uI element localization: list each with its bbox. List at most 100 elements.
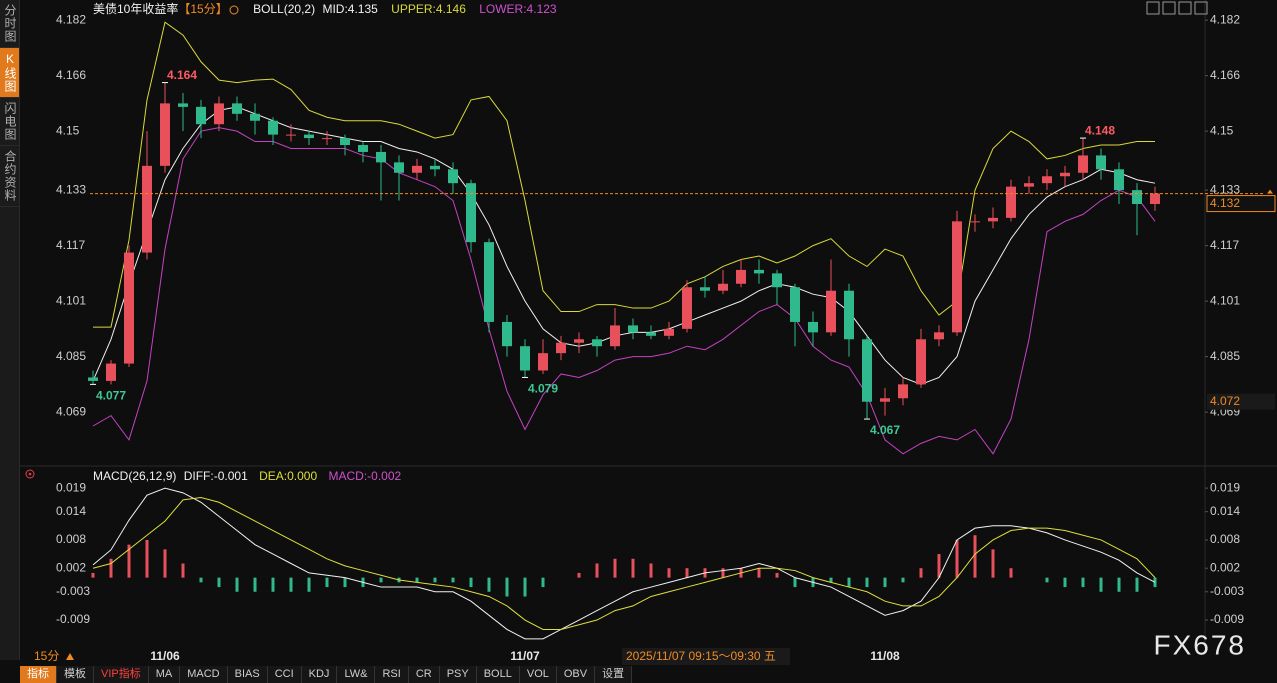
- candle-body: [916, 339, 926, 385]
- toolbar-item[interactable]: KDJ: [301, 666, 338, 683]
- macd-title: MACD(26,12,9): [93, 469, 176, 483]
- y-tick-label: 4.166: [56, 68, 86, 82]
- sidebar-tab[interactable]: 分时图: [0, 0, 19, 48]
- candle-body: [556, 342, 566, 354]
- candle-body: [502, 321, 512, 347]
- macd-bar: [253, 577, 257, 592]
- upper-label: UPPER:4.146: [391, 2, 466, 16]
- toolbar-item[interactable]: VIP指标: [94, 666, 149, 683]
- boll-line: [93, 21, 1155, 328]
- macd-bar: [523, 577, 527, 597]
- toolbar-item[interactable]: 模板: [57, 666, 94, 683]
- sidebar-tab[interactable]: K线图: [0, 48, 19, 98]
- candle-body: [448, 169, 458, 184]
- y-tick-label: 4.133: [56, 182, 86, 196]
- y-tick-label: 0.002: [1210, 560, 1240, 574]
- macd-bar: [883, 577, 887, 588]
- candle-body: [196, 106, 206, 125]
- icon[interactable]: [1146, 1, 1160, 15]
- toolbar-item[interactable]: OBV: [556, 666, 596, 683]
- toolbar-item[interactable]: PSY: [439, 666, 477, 683]
- y-tick-label: 4.101: [56, 293, 86, 307]
- sidebar: 分时图 K线图 闪电图 合约资料: [0, 0, 20, 660]
- toolbar-item[interactable]: RSI: [375, 666, 409, 683]
- candle-body: [592, 339, 602, 347]
- macd-bar: [145, 539, 149, 578]
- x-tick-label: 11/06: [150, 649, 180, 663]
- y-tick-label: 4.117: [1210, 238, 1239, 252]
- candle-body: [934, 332, 944, 340]
- macd-bar: [109, 558, 113, 578]
- candle-body: [1006, 186, 1016, 218]
- candle-body: [286, 134, 296, 136]
- sidebar-tab[interactable]: 合约资料: [0, 146, 19, 207]
- macd-bar: [235, 577, 239, 592]
- candle-body: [412, 165, 422, 173]
- dea-label: DEA:0.000: [259, 469, 317, 483]
- candle-body: [862, 339, 872, 402]
- icon[interactable]: [1162, 1, 1176, 15]
- candle-body: [394, 162, 404, 173]
- y-tick-label: -0.009: [56, 612, 90, 626]
- y-tick-label: 4.182: [1210, 12, 1240, 26]
- candle-body: [250, 113, 260, 121]
- toolbar-item[interactable]: CR: [408, 666, 440, 683]
- macd-bar: [379, 577, 383, 583]
- toolbar-item[interactable]: CCI: [267, 666, 302, 683]
- candle-body: [646, 332, 656, 336]
- macd-bar: [271, 577, 275, 592]
- candle-body: [826, 290, 836, 333]
- icon[interactable]: [1194, 1, 1208, 15]
- macd-bar: [937, 554, 941, 578]
- candle-body: [754, 269, 764, 274]
- candle-body: [952, 221, 962, 333]
- candle-body: [628, 325, 638, 333]
- candle-body: [574, 339, 584, 343]
- candle-body: [178, 103, 188, 107]
- macd-bar: [955, 539, 959, 578]
- macd-bar: [901, 577, 905, 583]
- macd-bar: [469, 577, 473, 588]
- candle-body: [736, 269, 746, 284]
- candle-body: [844, 290, 854, 340]
- y-tick-label: 4.182: [56, 12, 86, 26]
- candle-body: [1024, 183, 1034, 187]
- lower-label: LOWER:4.123: [479, 2, 557, 16]
- toolbar-item[interactable]: VOL: [519, 666, 557, 683]
- y-tick-label: -0.009: [1210, 612, 1244, 626]
- toolbar-item[interactable]: MA: [148, 666, 181, 683]
- macd-bar: [1063, 577, 1067, 588]
- toolbar-item[interactable]: LW&: [337, 666, 376, 683]
- macd-bar: [595, 563, 599, 578]
- macd-bar: [289, 577, 293, 592]
- toolbar-item[interactable]: MACD: [180, 666, 228, 683]
- candle-body: [718, 283, 728, 291]
- candle-body: [358, 145, 368, 152]
- candle-body: [88, 377, 98, 381]
- x-tick-label: 11/07: [510, 649, 540, 663]
- macd-bar: [199, 577, 203, 583]
- candle-body: [790, 287, 800, 322]
- macd-bar: [487, 577, 491, 592]
- toolbar-item[interactable]: BIAS: [227, 666, 268, 683]
- candle-body: [124, 252, 134, 364]
- candle-body: [700, 287, 710, 291]
- toolbar-item[interactable]: 设置: [595, 666, 633, 683]
- macd-bar: [451, 577, 455, 583]
- candle-body: [1042, 176, 1052, 184]
- macd-bar: [505, 577, 509, 597]
- add-icon[interactable]: [229, 5, 239, 15]
- y-tick-label: 0.019: [56, 480, 86, 494]
- toolbar-item[interactable]: 指标: [20, 666, 57, 683]
- macd-bar: [127, 544, 131, 578]
- y-tick-label: 4.085: [56, 349, 86, 363]
- toolbar-item[interactable]: BOLL: [476, 666, 520, 683]
- period-button[interactable]: 15分: [34, 649, 59, 663]
- y-tick-label: 0.008: [1210, 532, 1240, 546]
- macd-bar: [847, 577, 851, 588]
- icon[interactable]: [1178, 1, 1192, 15]
- low-mark-box: [1207, 393, 1275, 410]
- macd-bar: [757, 568, 761, 578]
- sidebar-tab[interactable]: 闪电图: [0, 98, 19, 146]
- watermark: FX678: [1154, 629, 1247, 660]
